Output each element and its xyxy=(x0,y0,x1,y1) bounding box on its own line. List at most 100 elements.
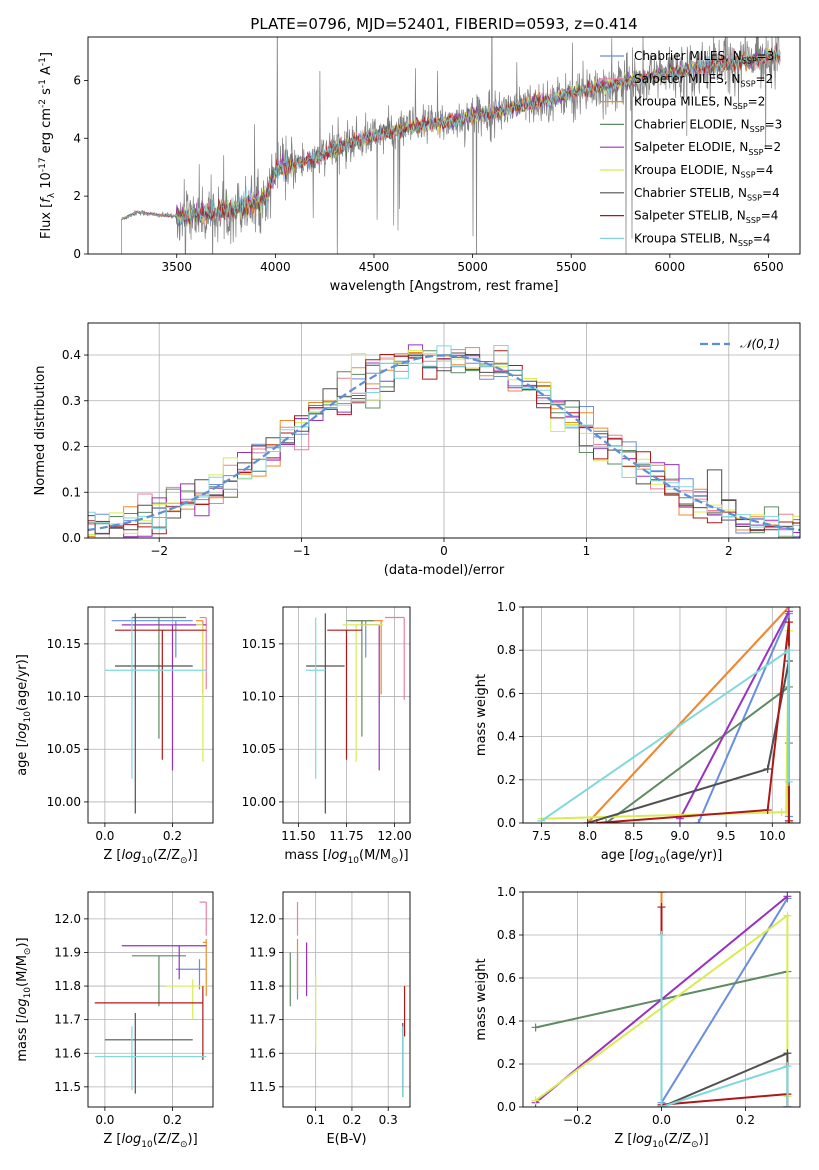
y-tick-label: 10.05 xyxy=(47,742,81,756)
weight-marker xyxy=(657,1103,666,1107)
axes-frame xyxy=(87,891,214,1108)
weight-marker xyxy=(537,816,546,823)
weight-line xyxy=(660,935,789,1107)
y-tick-label: 11.8 xyxy=(54,979,81,993)
x-tick-label: −0.2 xyxy=(563,1113,592,1127)
y-tick-label: 0.0 xyxy=(497,1100,516,1114)
x-tick-label: 7.5 xyxy=(532,829,551,843)
x-tick-label: 0.0 xyxy=(95,1113,114,1127)
weight-marker xyxy=(783,892,792,901)
x-axis-label: E(B-V) xyxy=(326,1132,366,1147)
weight-marker xyxy=(783,1103,792,1107)
x-tick-label: −2 xyxy=(150,544,168,558)
panel-age-vs-Z: 0.0 0.2 10.00 10.05 10.10 10.15 Z [log10​(Z/Z⊙… xyxy=(15,606,214,866)
y-tick-label: 0.2 xyxy=(497,1057,516,1071)
weight-marker xyxy=(694,819,703,823)
x-tick-label: 6500 xyxy=(753,260,784,274)
legend-label: Salpeter STELIB, NSSP​=4 xyxy=(634,209,778,226)
x-axis-label: age [log10​(age/yr)] xyxy=(601,848,723,866)
axes-frame xyxy=(87,606,214,824)
x-tick-label: 9.5 xyxy=(717,829,736,843)
y-tick-label: 11.5 xyxy=(249,1080,276,1094)
residual-histogram xyxy=(88,350,800,535)
legend-label: Chabrier MILES, NSSP​=3 xyxy=(634,49,774,66)
weight-marker xyxy=(783,1062,792,1071)
weight-marker xyxy=(784,777,793,786)
legend-label: Kroupa MILES, NSSP​=2 xyxy=(634,95,765,112)
y-tick-label: 11.9 xyxy=(249,945,276,959)
y-tick-label: 11.9 xyxy=(54,945,81,959)
y-tick-label: 12.0 xyxy=(54,912,81,926)
y-tick-label: 1.0 xyxy=(497,600,516,614)
weight-line xyxy=(679,610,790,820)
weight-line xyxy=(540,648,790,822)
x-tick-label: 8.0 xyxy=(578,829,597,843)
panel-weight-vs-Z: −0.2 0.0 0.2 0.0 0.2 0.4 0.6 0.8 1.0 Z [log10​(Z/… xyxy=(474,885,801,1150)
panel-mass-vs-Z: 0.0 0.2 11.5 11.6 11.7 11.8 11.9 12.0 Z [log10​(… xyxy=(15,891,214,1150)
legend-label: Kroupa STELIB, NSSP​=4 xyxy=(634,231,771,248)
x-tick-label: 11.75 xyxy=(329,829,363,843)
y-tick-label: 2 xyxy=(73,189,81,203)
legend-label: Chabrier ELODIE, NSSP​=3 xyxy=(634,117,782,134)
spectrum-legend: Chabrier MILES, NSSP​=3 Salpeter MILES, N… xyxy=(600,49,782,248)
weight-line xyxy=(660,907,789,1107)
model-fit-line xyxy=(121,47,781,225)
y-tick-label: 4 xyxy=(73,131,81,145)
panel-residuals: −2 −1 0 1 2 0.0 0.1 0.2 0.3 0.4 (data-model)/error… xyxy=(33,322,801,578)
y-tick-label: 10.15 xyxy=(47,637,81,651)
panel-weight-vs-age: 7.5 8.0 8.5 9.0 9.5 10.0 0.0 0.2 0.4 0.6 0.8 1.0 age… xyxy=(474,600,801,866)
residual-histogram xyxy=(88,345,800,537)
x-tick-label: 11.50 xyxy=(281,829,315,843)
y-tick-label: 10.00 xyxy=(47,795,81,809)
weight-line xyxy=(541,630,790,820)
weight-line xyxy=(586,607,790,823)
x-axis-label: Z [log10​(Z/Z⊙​)] xyxy=(103,1132,197,1150)
x-tick-label: 2 xyxy=(725,544,733,558)
x-tick-label: 0.2 xyxy=(163,1113,182,1127)
x-tick-label: 0.1 xyxy=(306,1113,325,1127)
plot-area xyxy=(306,613,405,814)
weight-marker xyxy=(583,819,592,823)
x-tick-label: 0 xyxy=(440,544,448,558)
y-tick-label: 10.00 xyxy=(242,795,276,809)
plot-area xyxy=(121,37,781,254)
y-tick-label: 0.4 xyxy=(497,730,516,744)
x-tick-label: 0.2 xyxy=(342,1113,361,1127)
x-tick-label: 1 xyxy=(583,544,591,558)
axes-frame xyxy=(282,891,411,1108)
legend-label: Salpeter ELODIE, NSSP​=2 xyxy=(634,140,781,157)
x-tick-label: 0.3 xyxy=(379,1113,398,1127)
y-tick-label: 10.10 xyxy=(242,690,276,704)
y-tick-label: 0.6 xyxy=(497,686,516,700)
weight-marker xyxy=(657,892,666,896)
y-tick-label: 0.0 xyxy=(62,531,81,545)
y-tick-label: 0.2 xyxy=(62,440,81,454)
y-axis-label: Normed distribution xyxy=(33,366,48,496)
y-tick-label: 6 xyxy=(73,73,81,87)
x-tick-label: 5000 xyxy=(457,260,488,274)
legend-label: Kroupa ELODIE, NSSP​=4 xyxy=(634,163,773,180)
figure-title: PLATE=0796, MJD=52401, FIBERID=0593, z=0… xyxy=(250,15,637,33)
x-tick-label: −1 xyxy=(293,544,311,558)
y-axis-label: mass weight xyxy=(474,674,489,756)
weight-marker xyxy=(763,806,772,815)
y-tick-label: 11.7 xyxy=(249,1013,276,1027)
weight-line xyxy=(697,613,790,823)
weight-marker xyxy=(783,1049,792,1058)
x-tick-label: 12.00 xyxy=(377,829,411,843)
plot-area xyxy=(537,607,793,823)
model-fit-line xyxy=(121,49,781,227)
panel-age-vs-mass: 11.50 11.75 12.00 10.00 10.05 10.10 10.15 mass … xyxy=(242,606,412,866)
weight-marker xyxy=(784,618,793,627)
y-tick-label: 11.5 xyxy=(54,1080,81,1094)
y-tick-label: 10.15 xyxy=(242,637,276,651)
x-tick-label: 4500 xyxy=(359,260,390,274)
plot-area xyxy=(104,613,207,814)
plot-area xyxy=(88,344,800,538)
x-tick-label: 10.0 xyxy=(759,829,786,843)
y-tick-label: 0.6 xyxy=(497,971,516,985)
weight-marker xyxy=(784,816,793,823)
x-tick-label: 6000 xyxy=(655,260,686,274)
legend-label: Salpeter MILES, NSSP​=2 xyxy=(634,72,773,89)
weight-marker xyxy=(531,1023,540,1032)
